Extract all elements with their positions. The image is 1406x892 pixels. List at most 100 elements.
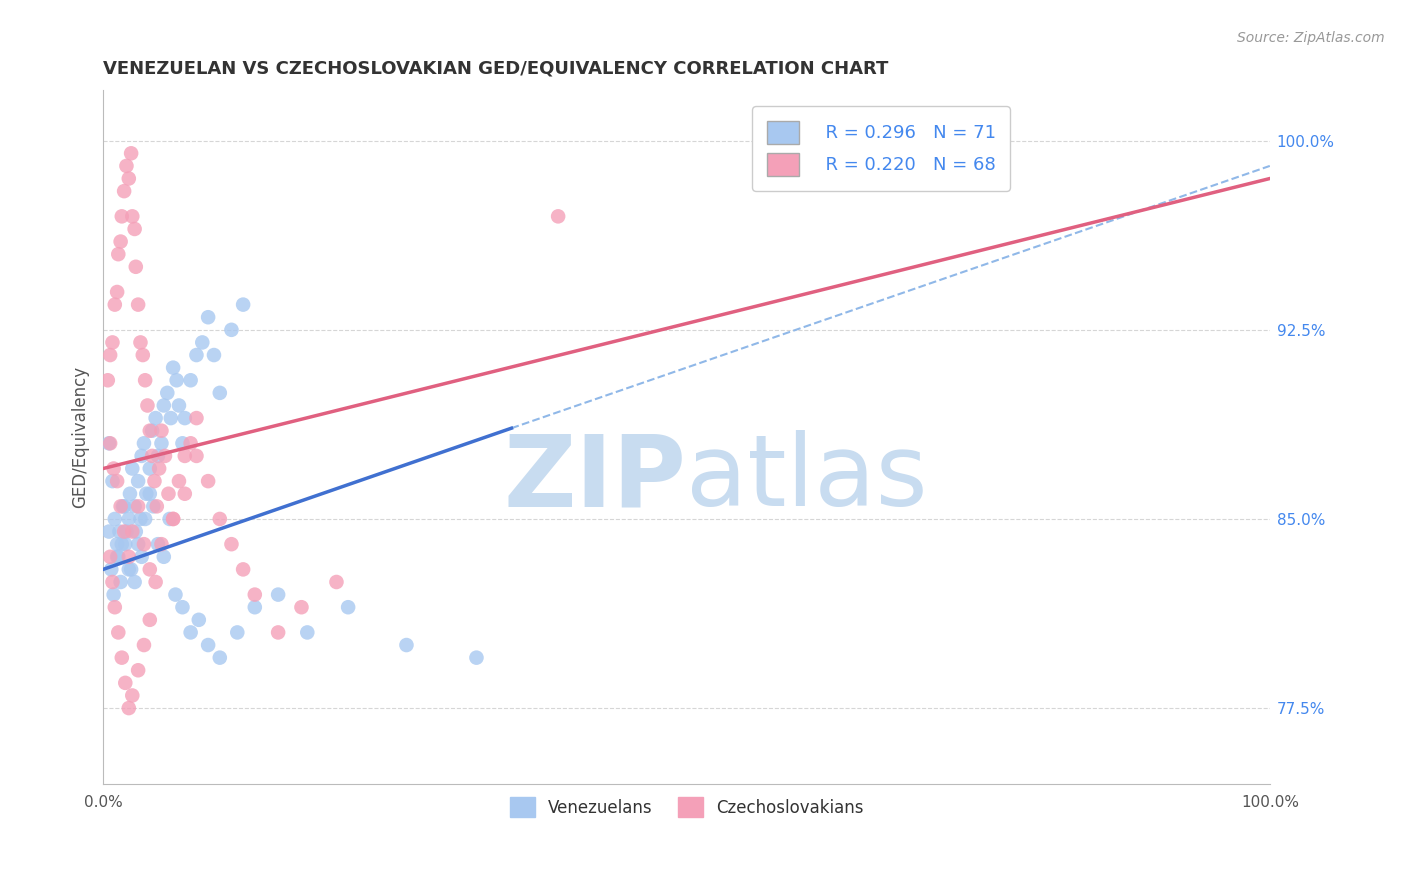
- Point: [159, 512, 181, 526]
- Point: [197, 474, 219, 488]
- Point: [131, 449, 153, 463]
- Point: [132, 638, 155, 652]
- Point: [127, 474, 149, 488]
- Point: [124, 500, 146, 514]
- Point: [134, 512, 156, 526]
- Point: [232, 562, 254, 576]
- Point: [145, 574, 167, 589]
- Point: [132, 537, 155, 551]
- Point: [208, 650, 231, 665]
- Point: [150, 424, 173, 438]
- Point: [104, 512, 127, 526]
- Point: [547, 210, 569, 224]
- Point: [150, 436, 173, 450]
- Point: [162, 360, 184, 375]
- Point: [134, 373, 156, 387]
- Point: [120, 146, 142, 161]
- Point: [118, 487, 141, 501]
- Y-axis label: GED/Equivalency: GED/Equivalency: [72, 366, 89, 508]
- Point: [202, 348, 225, 362]
- Point: [208, 385, 231, 400]
- Point: [121, 689, 143, 703]
- Point: [146, 449, 169, 463]
- Point: [139, 487, 162, 501]
- Point: [103, 461, 125, 475]
- Point: [165, 588, 187, 602]
- Point: [132, 348, 155, 362]
- Point: [180, 436, 202, 450]
- Text: atlas: atlas: [686, 430, 928, 527]
- Point: [162, 512, 184, 526]
- Point: [127, 663, 149, 677]
- Point: [141, 424, 163, 438]
- Point: [115, 159, 138, 173]
- Point: [104, 600, 127, 615]
- Point: [243, 600, 266, 615]
- Point: [111, 210, 134, 224]
- Point: [325, 574, 347, 589]
- Point: [139, 613, 162, 627]
- Point: [173, 411, 195, 425]
- Point: [395, 638, 418, 652]
- Point: [121, 524, 143, 539]
- Point: [243, 588, 266, 602]
- Point: [232, 297, 254, 311]
- Point: [156, 385, 179, 400]
- Point: [157, 487, 180, 501]
- Point: [101, 574, 124, 589]
- Point: [186, 348, 208, 362]
- Point: [267, 588, 290, 602]
- Point: [180, 625, 202, 640]
- Legend: Venezuelans, Czechoslovakians: Venezuelans, Czechoslovakians: [503, 790, 870, 824]
- Text: ZIP: ZIP: [503, 430, 686, 527]
- Point: [110, 235, 132, 249]
- Point: [105, 285, 128, 299]
- Point: [127, 297, 149, 311]
- Point: [118, 512, 141, 526]
- Point: [221, 537, 243, 551]
- Point: [465, 650, 488, 665]
- Point: [159, 411, 181, 425]
- Point: [186, 449, 208, 463]
- Point: [142, 500, 165, 514]
- Point: [167, 399, 190, 413]
- Point: [226, 625, 249, 640]
- Point: [114, 676, 136, 690]
- Point: [197, 310, 219, 325]
- Point: [101, 335, 124, 350]
- Point: [101, 474, 124, 488]
- Point: [152, 399, 174, 413]
- Point: [115, 524, 138, 539]
- Point: [135, 487, 157, 501]
- Point: [114, 537, 136, 551]
- Point: [124, 222, 146, 236]
- Point: [186, 411, 208, 425]
- Point: [290, 600, 312, 615]
- Point: [121, 210, 143, 224]
- Point: [112, 500, 135, 514]
- Point: [180, 373, 202, 387]
- Point: [125, 260, 148, 274]
- Point: [143, 474, 166, 488]
- Point: [153, 449, 176, 463]
- Point: [107, 549, 129, 564]
- Point: [208, 512, 231, 526]
- Point: [139, 461, 162, 475]
- Point: [97, 373, 120, 387]
- Point: [132, 436, 155, 450]
- Point: [118, 171, 141, 186]
- Text: Source: ZipAtlas.com: Source: ZipAtlas.com: [1237, 31, 1385, 45]
- Point: [146, 500, 169, 514]
- Point: [110, 574, 132, 589]
- Point: [221, 323, 243, 337]
- Text: VENEZUELAN VS CZECHOSLOVAKIAN GED/EQUIVALENCY CORRELATION CHART: VENEZUELAN VS CZECHOSLOVAKIAN GED/EQUIVA…: [103, 60, 889, 78]
- Point: [172, 436, 194, 450]
- Point: [167, 474, 190, 488]
- Point: [97, 436, 120, 450]
- Point: [145, 411, 167, 425]
- Point: [110, 500, 132, 514]
- Point: [107, 247, 129, 261]
- Point: [120, 562, 142, 576]
- Point: [136, 399, 159, 413]
- Point: [98, 436, 121, 450]
